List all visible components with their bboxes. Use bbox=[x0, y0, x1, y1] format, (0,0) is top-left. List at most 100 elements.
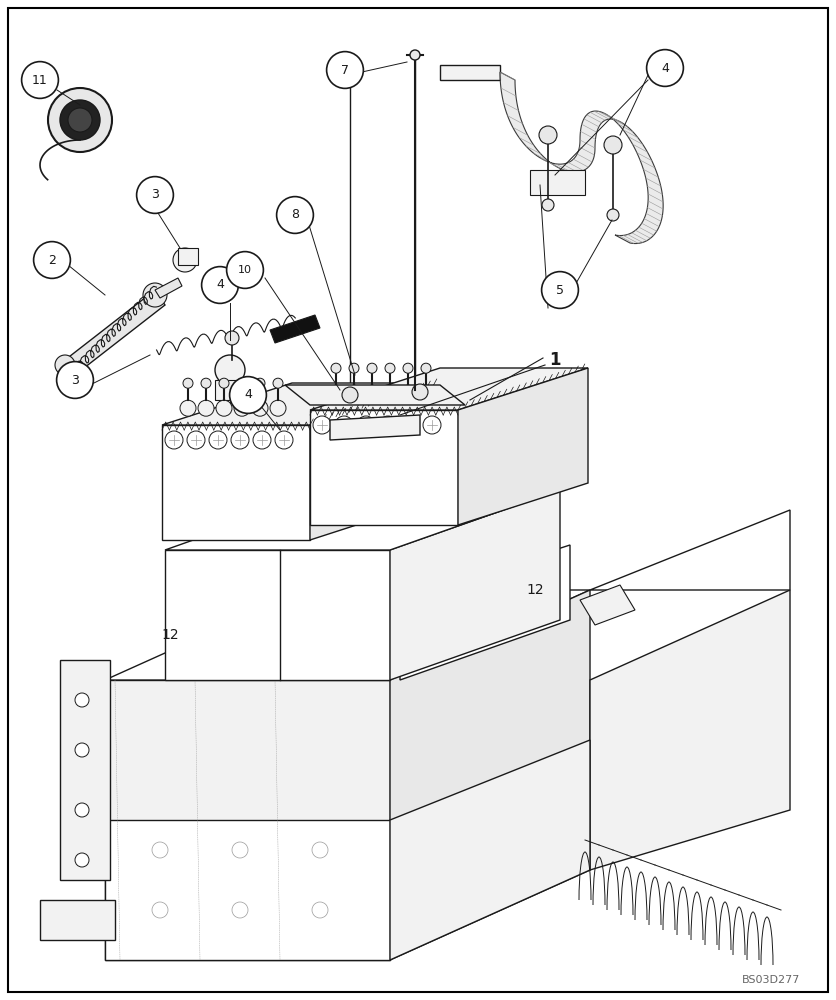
Circle shape bbox=[230, 377, 267, 413]
Circle shape bbox=[379, 416, 397, 434]
Text: 1: 1 bbox=[549, 351, 561, 369]
Circle shape bbox=[401, 416, 419, 434]
Text: 2: 2 bbox=[48, 253, 56, 266]
Text: BS03D277: BS03D277 bbox=[742, 975, 800, 985]
Circle shape bbox=[201, 378, 211, 388]
Polygon shape bbox=[440, 65, 500, 80]
Circle shape bbox=[412, 384, 428, 400]
Circle shape bbox=[328, 385, 344, 401]
Circle shape bbox=[152, 842, 168, 858]
Circle shape bbox=[22, 62, 59, 98]
Circle shape bbox=[75, 693, 89, 707]
Circle shape bbox=[385, 363, 395, 373]
Polygon shape bbox=[310, 410, 458, 525]
Circle shape bbox=[55, 355, 75, 375]
Circle shape bbox=[231, 431, 249, 449]
Text: 12: 12 bbox=[526, 583, 543, 597]
Circle shape bbox=[48, 88, 112, 152]
Polygon shape bbox=[285, 385, 465, 405]
Circle shape bbox=[68, 108, 92, 132]
Circle shape bbox=[187, 431, 205, 449]
Circle shape bbox=[335, 416, 353, 434]
Text: 7: 7 bbox=[341, 64, 349, 77]
Circle shape bbox=[327, 52, 364, 88]
Polygon shape bbox=[330, 415, 420, 440]
Circle shape bbox=[75, 743, 89, 757]
Circle shape bbox=[152, 902, 168, 918]
Circle shape bbox=[216, 400, 232, 416]
Circle shape bbox=[173, 248, 197, 272]
Circle shape bbox=[33, 242, 70, 278]
Text: 10: 10 bbox=[238, 265, 252, 275]
Circle shape bbox=[403, 363, 413, 373]
Circle shape bbox=[60, 100, 100, 140]
Circle shape bbox=[357, 416, 375, 434]
Polygon shape bbox=[310, 368, 588, 410]
Circle shape bbox=[215, 355, 245, 385]
Circle shape bbox=[180, 400, 196, 416]
Polygon shape bbox=[178, 248, 198, 265]
Polygon shape bbox=[40, 900, 115, 940]
Circle shape bbox=[232, 902, 248, 918]
Circle shape bbox=[201, 267, 238, 303]
Text: 4: 4 bbox=[216, 278, 224, 292]
Circle shape bbox=[255, 378, 265, 388]
Text: 5: 5 bbox=[556, 284, 564, 296]
Circle shape bbox=[418, 385, 434, 401]
Polygon shape bbox=[530, 170, 585, 195]
Circle shape bbox=[539, 126, 557, 144]
Polygon shape bbox=[162, 425, 310, 540]
Polygon shape bbox=[390, 740, 590, 960]
Circle shape bbox=[367, 363, 377, 373]
Polygon shape bbox=[162, 383, 440, 425]
Text: 4: 4 bbox=[244, 388, 252, 401]
Circle shape bbox=[277, 197, 314, 233]
Circle shape bbox=[400, 385, 416, 401]
Circle shape bbox=[237, 378, 247, 388]
Circle shape bbox=[542, 199, 554, 211]
Circle shape bbox=[542, 272, 579, 308]
Circle shape bbox=[349, 363, 359, 373]
Circle shape bbox=[273, 378, 283, 388]
Polygon shape bbox=[165, 490, 560, 550]
Circle shape bbox=[225, 331, 239, 345]
Polygon shape bbox=[155, 278, 182, 298]
Circle shape bbox=[136, 177, 173, 213]
Circle shape bbox=[219, 378, 229, 388]
Circle shape bbox=[423, 416, 441, 434]
Circle shape bbox=[342, 387, 358, 403]
Circle shape bbox=[232, 842, 248, 858]
Circle shape bbox=[253, 431, 271, 449]
Circle shape bbox=[75, 803, 89, 817]
Polygon shape bbox=[390, 590, 590, 960]
Circle shape bbox=[313, 416, 331, 434]
Text: 4: 4 bbox=[661, 62, 669, 75]
Circle shape bbox=[275, 431, 293, 449]
Polygon shape bbox=[500, 72, 663, 244]
Circle shape bbox=[234, 400, 250, 416]
Circle shape bbox=[209, 431, 227, 449]
Circle shape bbox=[270, 400, 286, 416]
Polygon shape bbox=[105, 590, 590, 680]
Polygon shape bbox=[270, 315, 320, 343]
Circle shape bbox=[364, 385, 380, 401]
Polygon shape bbox=[215, 380, 250, 400]
Polygon shape bbox=[65, 290, 165, 375]
Polygon shape bbox=[590, 590, 790, 870]
Circle shape bbox=[312, 842, 328, 858]
Circle shape bbox=[346, 385, 362, 401]
Polygon shape bbox=[390, 490, 560, 680]
Circle shape bbox=[227, 252, 263, 288]
Circle shape bbox=[165, 431, 183, 449]
Circle shape bbox=[421, 363, 431, 373]
Text: 3: 3 bbox=[71, 373, 79, 386]
Polygon shape bbox=[165, 550, 390, 680]
Circle shape bbox=[75, 853, 89, 867]
Text: 8: 8 bbox=[291, 209, 299, 222]
Circle shape bbox=[410, 50, 420, 60]
Text: 12: 12 bbox=[161, 628, 179, 642]
Polygon shape bbox=[105, 820, 390, 960]
Polygon shape bbox=[400, 545, 570, 680]
Circle shape bbox=[604, 136, 622, 154]
Circle shape bbox=[331, 363, 341, 373]
